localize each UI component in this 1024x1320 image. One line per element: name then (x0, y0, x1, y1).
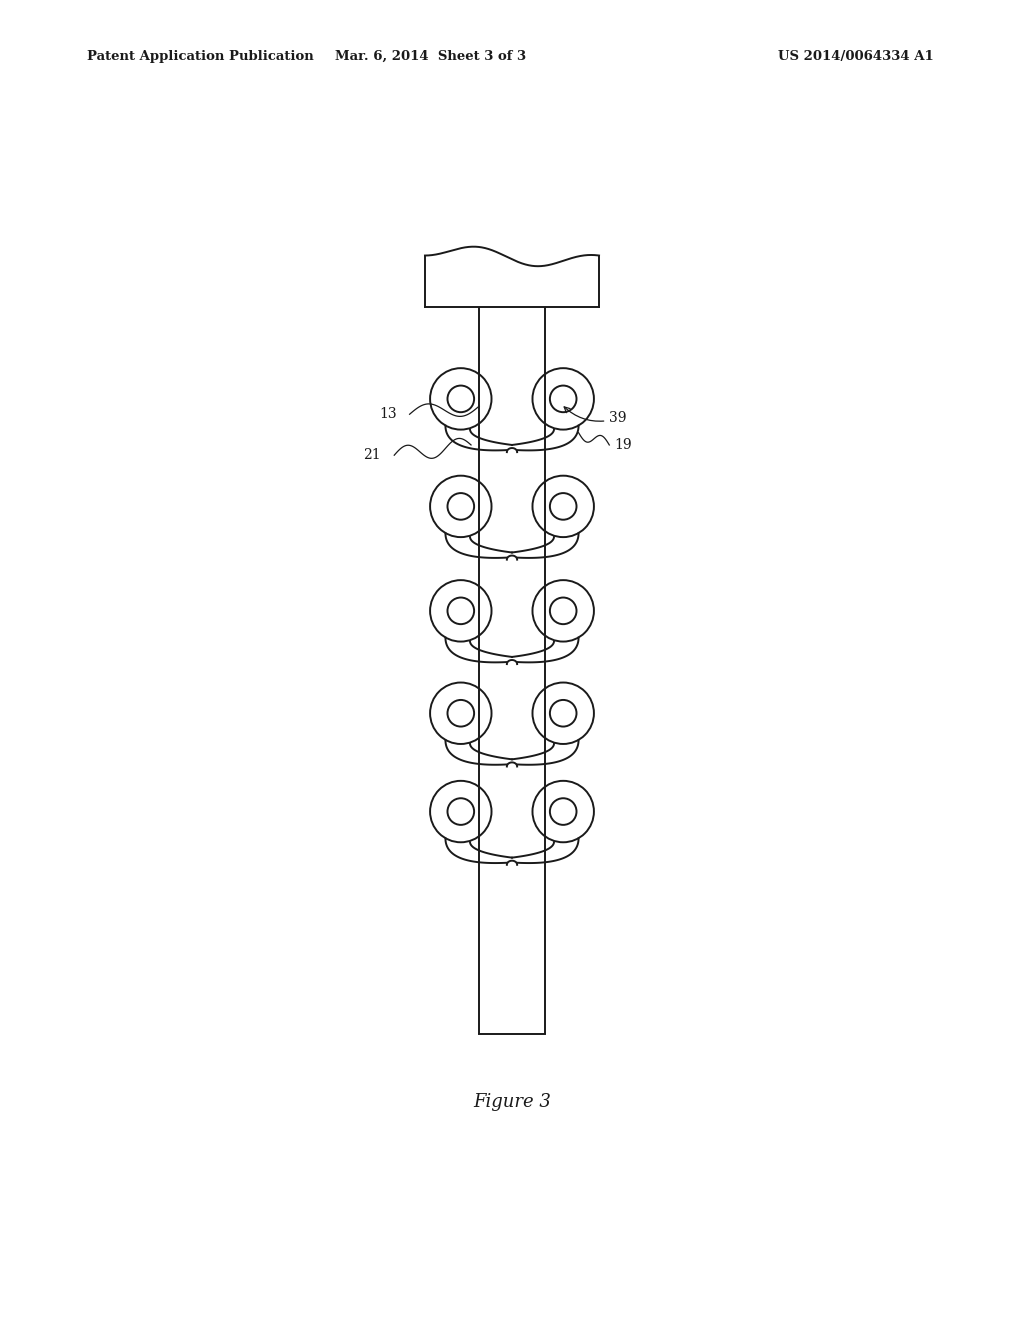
Text: Patent Application Publication: Patent Application Publication (87, 50, 313, 63)
Text: 21: 21 (364, 449, 381, 462)
Text: Mar. 6, 2014  Sheet 3 of 3: Mar. 6, 2014 Sheet 3 of 3 (335, 50, 525, 63)
Text: US 2014/0064334 A1: US 2014/0064334 A1 (778, 50, 934, 63)
Text: 13: 13 (379, 408, 396, 421)
Text: 19: 19 (614, 438, 632, 451)
Text: 39: 39 (564, 407, 627, 425)
Text: Figure 3: Figure 3 (473, 1093, 551, 1111)
